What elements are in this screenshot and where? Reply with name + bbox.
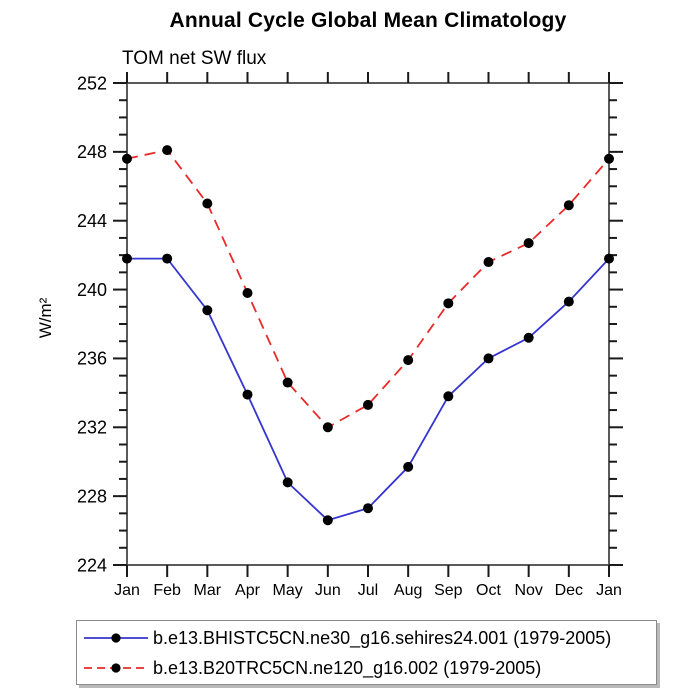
data-point <box>122 153 132 164</box>
data-point <box>282 477 293 488</box>
legend-line-sample-solid <box>84 632 148 643</box>
data-point <box>523 332 534 343</box>
x-tick-label: Jan <box>114 582 140 599</box>
x-tick-label: Apr <box>235 582 261 599</box>
series-line-1 <box>126 149 610 429</box>
x-tick-label: May <box>273 582 303 599</box>
data-point <box>282 377 293 388</box>
x-tick-label: Jan <box>596 582 622 599</box>
data-point <box>322 422 333 433</box>
data-point <box>162 253 173 264</box>
data-point <box>363 503 373 514</box>
data-point <box>563 200 574 211</box>
x-tick-label: Jun <box>315 582 341 599</box>
x-tick-label: Sep <box>434 582 463 599</box>
x-tick-label: Jul <box>358 582 378 599</box>
data-point <box>563 296 574 307</box>
legend-line-sample-dashed <box>84 662 148 673</box>
y-tick-label: 228 <box>77 486 107 506</box>
data-point <box>122 253 132 264</box>
data-point <box>483 257 494 268</box>
chart-title: Annual Cycle Global Mean Climatology <box>169 9 567 32</box>
data-point <box>322 515 333 526</box>
data-point <box>523 238 534 249</box>
legend-label-series-2: b.e13.B20TRC5CN.ne120_g16.002 (1979-2005… <box>153 657 542 678</box>
y-tick-label: 244 <box>77 211 107 231</box>
y-tick-label: 240 <box>77 280 107 300</box>
series-line-0 <box>127 257 610 522</box>
x-tick-label: Dec <box>555 582 583 599</box>
data-point <box>443 298 454 309</box>
data-point <box>403 355 414 366</box>
legend-label-series-1: b.e13.BHISTC5CN.ne30_g16.sehires24.001 (… <box>153 627 612 648</box>
data-point <box>162 145 173 156</box>
x-tick-label: Nov <box>514 582 542 599</box>
legend-row: b.e13.B20TRC5CN.ne120_g16.002 (1979-2005… <box>77 654 656 681</box>
y-tick-label: 224 <box>77 555 107 575</box>
data-point <box>363 399 373 410</box>
data-point <box>403 461 414 472</box>
data-point <box>242 389 253 400</box>
data-point <box>202 305 213 316</box>
legend: b.e13.BHISTC5CN.ne30_g16.sehires24.001 (… <box>76 620 657 685</box>
chart-subtitle: TOM net SW flux <box>122 48 267 69</box>
y-tick-label: 248 <box>77 142 107 162</box>
data-point <box>604 253 614 264</box>
x-tick-label: Oct <box>476 582 501 599</box>
plot-frame <box>126 82 610 566</box>
data-point <box>443 391 454 402</box>
data-point <box>604 153 614 164</box>
legend-row: b.e13.BHISTC5CN.ne30_g16.sehires24.001 (… <box>77 624 656 651</box>
x-tick-label: Mar <box>194 582 222 599</box>
x-tick-label: Feb <box>153 582 181 599</box>
data-point <box>483 353 494 364</box>
data-point <box>242 288 253 299</box>
y-tick-label: 236 <box>77 349 107 369</box>
y-tick-label: 252 <box>77 73 107 93</box>
data-point <box>202 198 213 209</box>
x-tick-label: Aug <box>394 582 422 599</box>
y-tick-label: 232 <box>77 418 107 438</box>
